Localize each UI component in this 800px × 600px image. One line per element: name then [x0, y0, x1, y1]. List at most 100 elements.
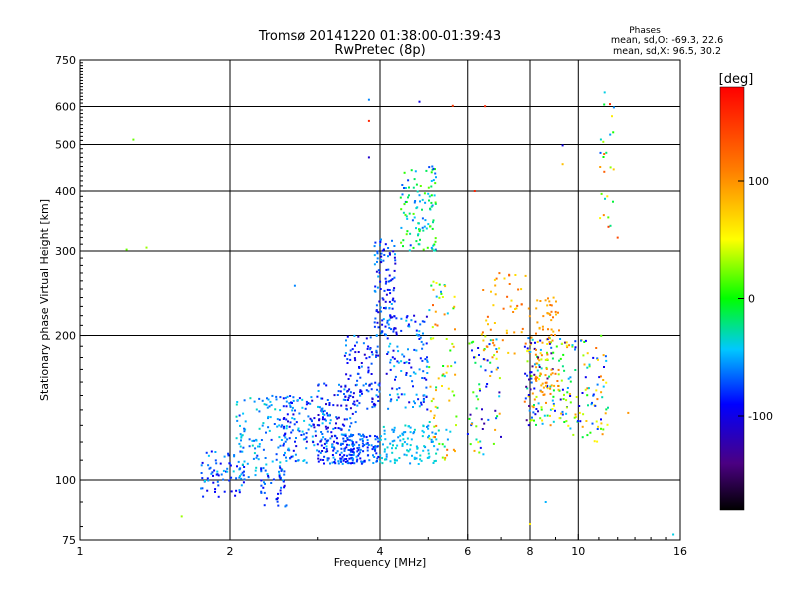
data-point	[437, 429, 440, 432]
data-point	[392, 297, 395, 300]
data-point	[317, 383, 320, 386]
data-point	[200, 487, 203, 490]
data-point	[537, 357, 539, 360]
data-point	[285, 418, 288, 421]
data-point	[412, 400, 415, 403]
data-point	[359, 389, 362, 392]
data-point	[356, 458, 359, 461]
data-point	[367, 98, 370, 101]
data-point	[389, 400, 392, 403]
data-point	[301, 430, 304, 433]
data-point	[393, 357, 396, 360]
data-point	[373, 245, 376, 248]
data-point	[566, 387, 569, 389]
data-point	[551, 399, 554, 402]
data-point	[486, 383, 489, 385]
data-point	[340, 385, 343, 388]
data-point	[397, 350, 400, 353]
data-point	[368, 356, 371, 359]
data-point	[394, 447, 397, 450]
data-point	[524, 274, 527, 277]
data-point	[428, 455, 431, 458]
data-point	[433, 414, 436, 417]
data-point	[413, 431, 416, 433]
data-point	[551, 408, 554, 410]
data-point	[285, 504, 288, 507]
data-point	[531, 365, 534, 368]
data-point	[478, 383, 481, 386]
data-point	[434, 237, 437, 240]
data-point	[207, 454, 210, 457]
data-point	[408, 212, 411, 215]
data-point	[555, 300, 557, 303]
data-point	[324, 450, 327, 453]
data-point	[356, 404, 359, 407]
data-point	[441, 374, 444, 377]
data-point	[553, 404, 555, 407]
data-point	[602, 379, 605, 381]
data-point	[567, 377, 570, 380]
data-point	[279, 461, 282, 464]
data-point	[552, 330, 555, 333]
data-point	[481, 428, 484, 430]
data-point	[283, 434, 286, 437]
data-point	[540, 390, 542, 393]
data-point	[403, 453, 406, 456]
data-point	[578, 411, 581, 414]
data-point	[343, 458, 346, 461]
data-point	[329, 419, 332, 422]
data-point	[317, 460, 320, 463]
data-point	[423, 377, 426, 380]
data-point	[290, 455, 293, 458]
data-point	[372, 446, 375, 449]
data-point	[286, 438, 289, 441]
data-point	[565, 344, 568, 347]
data-point	[585, 420, 588, 422]
data-point	[432, 219, 435, 222]
data-point	[446, 365, 449, 368]
data-point	[267, 415, 270, 418]
data-point	[529, 523, 531, 525]
data-point	[425, 365, 428, 368]
data-point	[419, 238, 421, 241]
data-point	[600, 192, 603, 195]
data-point	[389, 316, 392, 319]
data-point	[434, 323, 437, 326]
data-point	[379, 460, 382, 463]
data-point	[360, 462, 363, 465]
data-point	[348, 444, 351, 447]
y-tick-label: 75	[62, 534, 76, 547]
data-point	[479, 440, 482, 443]
data-point	[532, 406, 535, 409]
data-point	[283, 442, 285, 445]
data-point	[382, 443, 384, 446]
data-point	[367, 366, 370, 369]
data-point	[545, 368, 548, 370]
data-point	[397, 361, 400, 364]
data-point	[436, 406, 439, 409]
data-point	[495, 368, 498, 371]
grid-lines	[80, 60, 680, 540]
data-point	[492, 341, 495, 344]
data-point	[214, 451, 217, 453]
data-point	[401, 193, 404, 196]
data-point	[362, 384, 365, 387]
data-point	[408, 325, 411, 328]
data-point	[535, 423, 537, 426]
data-point	[586, 394, 589, 397]
data-point	[544, 381, 547, 384]
data-point	[602, 385, 605, 388]
data-point	[241, 471, 244, 474]
data-point	[393, 327, 396, 330]
data-point	[549, 414, 551, 417]
data-point	[390, 279, 393, 282]
data-point	[392, 349, 395, 352]
data-point	[470, 341, 473, 344]
data-point	[591, 422, 594, 425]
data-point	[514, 274, 517, 276]
data-point	[415, 227, 417, 230]
data-point	[367, 369, 370, 372]
data-point	[351, 442, 354, 445]
data-point	[429, 225, 431, 228]
